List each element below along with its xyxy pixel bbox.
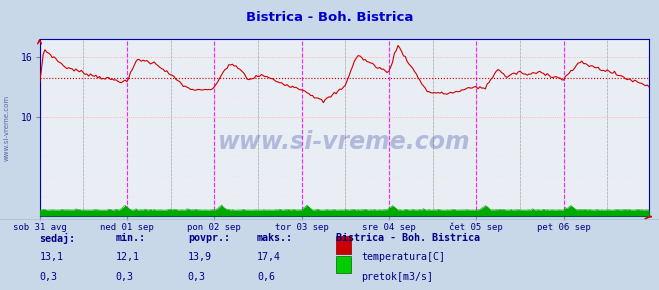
Text: www.si-vreme.com: www.si-vreme.com — [3, 95, 10, 161]
Text: sedaj:: sedaj: — [40, 233, 76, 244]
Text: min.:: min.: — [115, 233, 146, 243]
Text: 17,4: 17,4 — [257, 252, 281, 262]
Text: pretok[m3/s]: pretok[m3/s] — [361, 272, 433, 282]
Text: povpr.:: povpr.: — [188, 233, 230, 243]
Text: 0,3: 0,3 — [115, 272, 133, 282]
Text: 13,1: 13,1 — [40, 252, 63, 262]
Text: Bistrica - Boh. Bistrica: Bistrica - Boh. Bistrica — [336, 233, 480, 243]
Text: 0,3: 0,3 — [40, 272, 57, 282]
Text: www.si-vreme.com: www.si-vreme.com — [218, 130, 471, 154]
Text: Bistrica - Boh. Bistrica: Bistrica - Boh. Bistrica — [246, 11, 413, 24]
Text: 12,1: 12,1 — [115, 252, 139, 262]
Text: 0,6: 0,6 — [257, 272, 275, 282]
Text: 13,9: 13,9 — [188, 252, 212, 262]
Text: maks.:: maks.: — [257, 233, 293, 243]
Text: temperatura[C]: temperatura[C] — [361, 252, 445, 262]
Text: 0,3: 0,3 — [188, 272, 206, 282]
